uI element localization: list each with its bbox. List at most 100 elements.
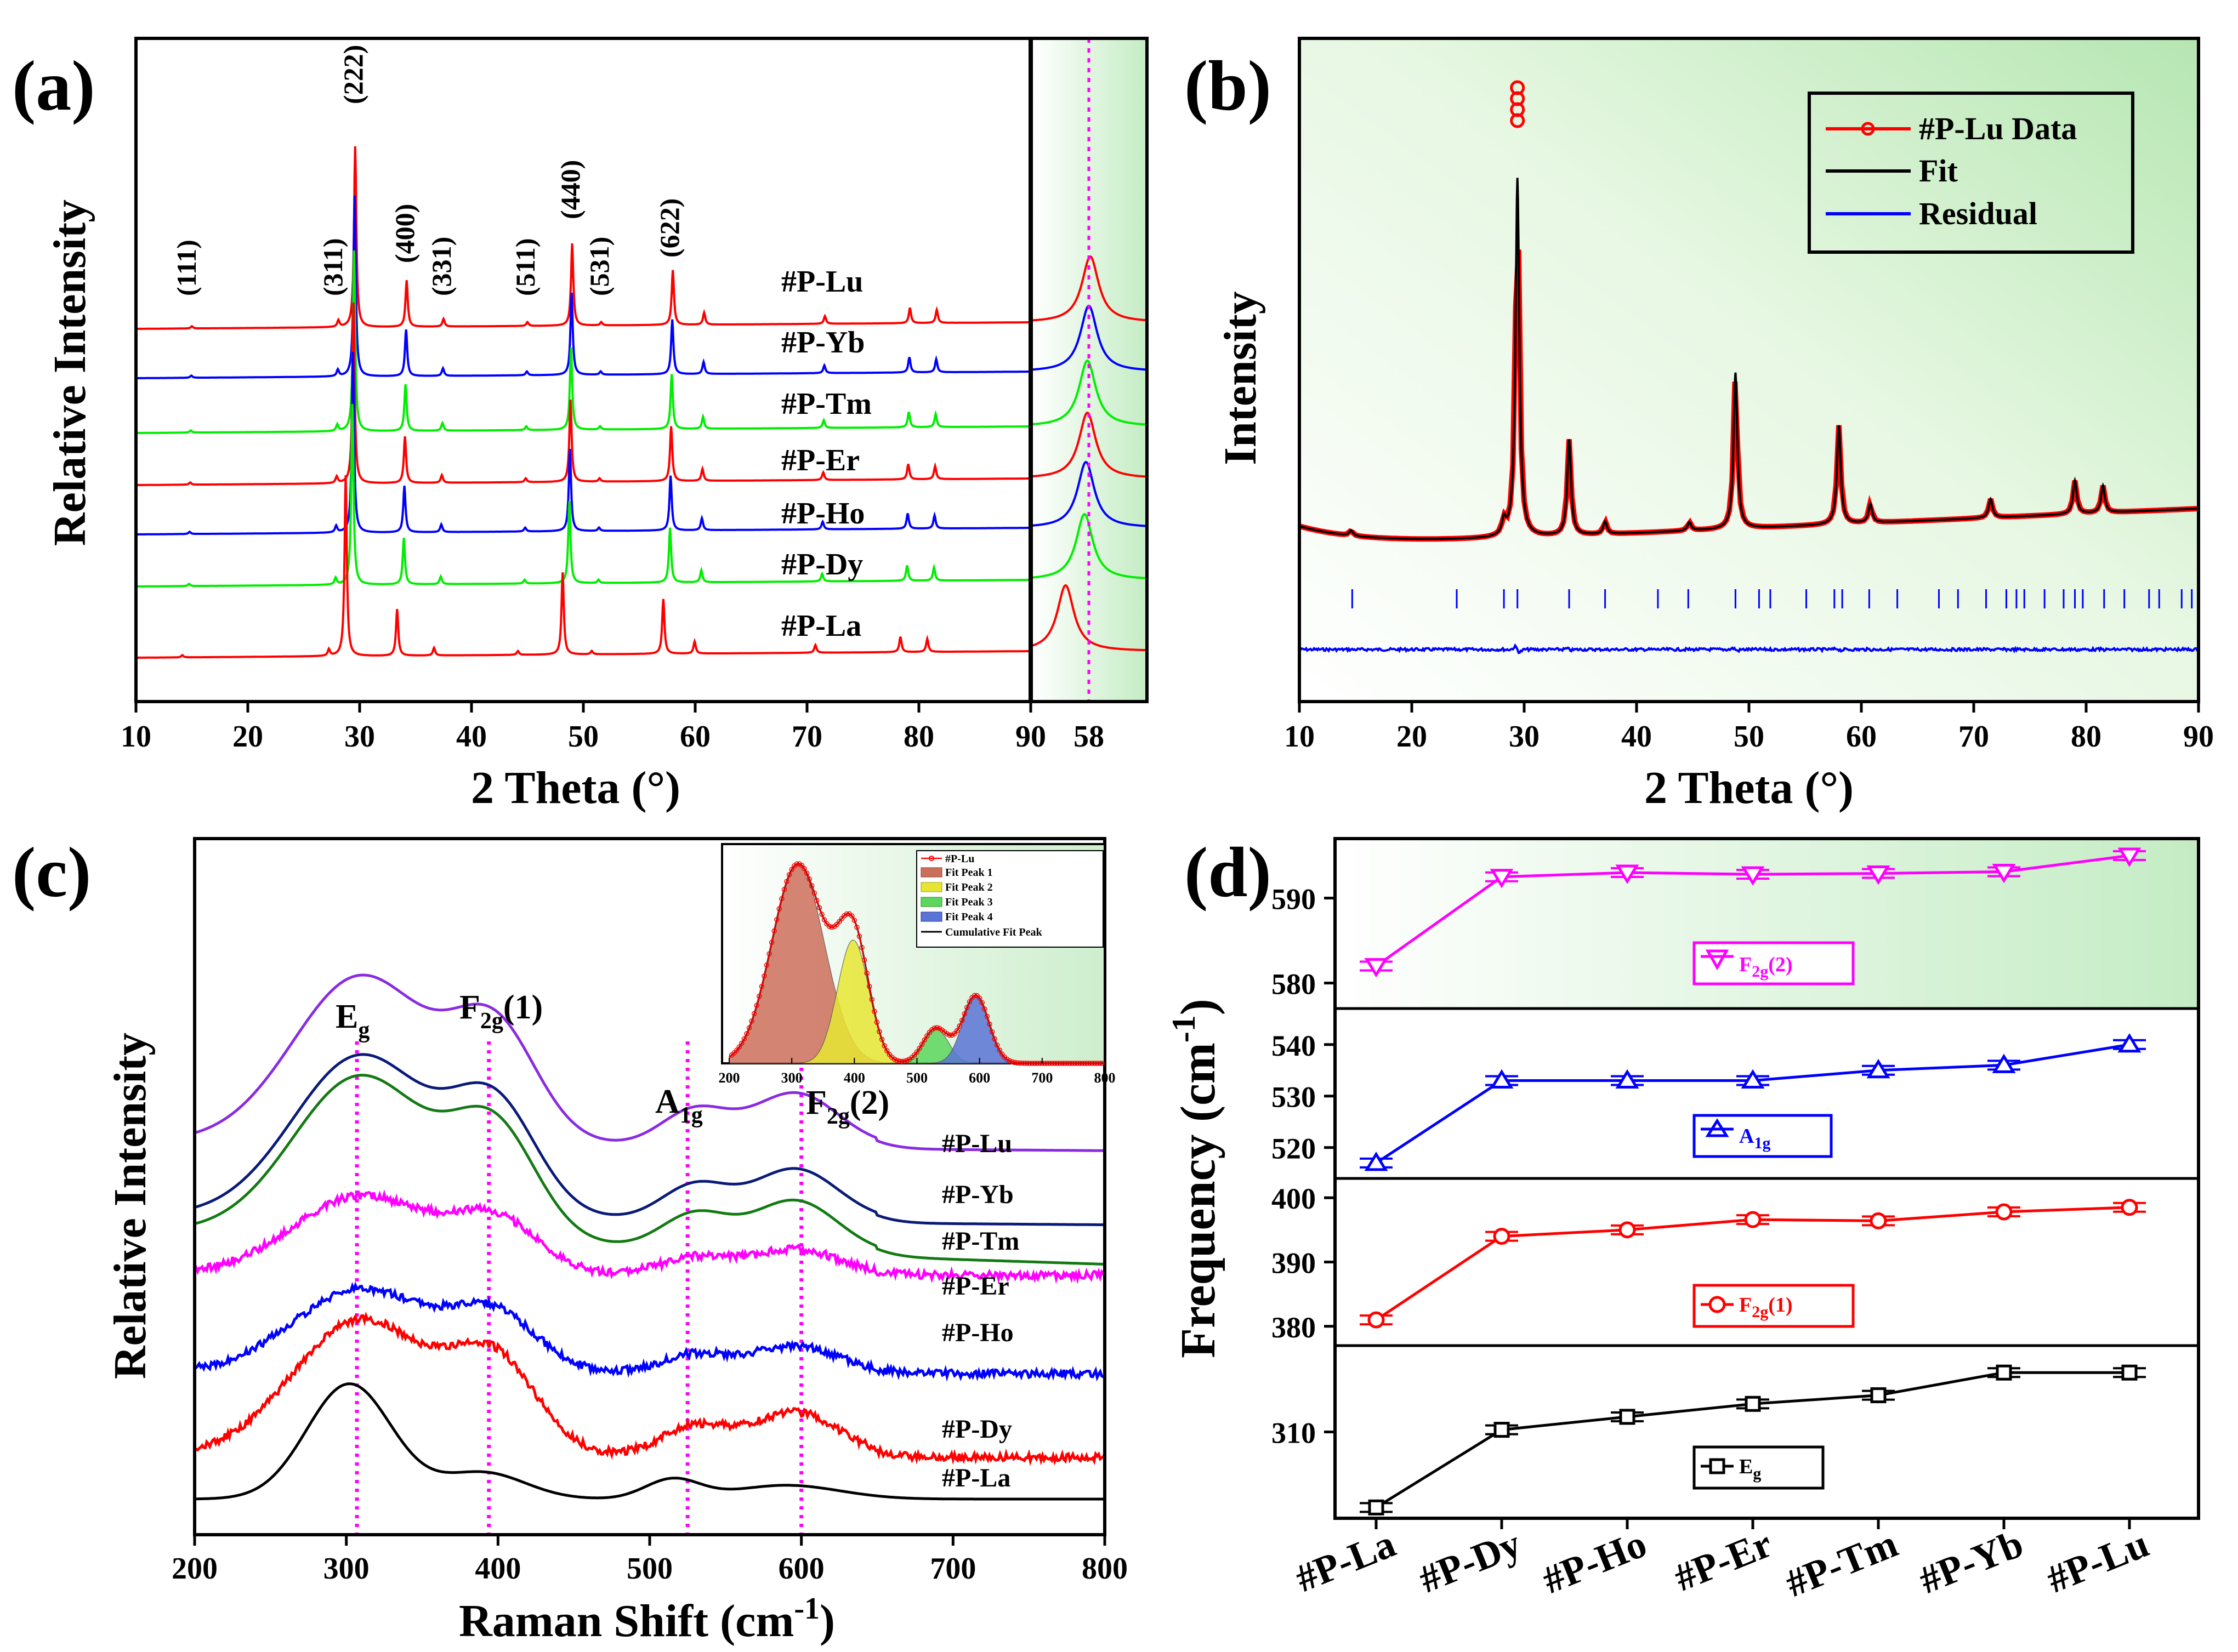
series-label: #P-Yb xyxy=(942,1180,1014,1209)
x-tick-label: 80 xyxy=(904,720,934,754)
data-marker xyxy=(1992,863,2016,884)
panel-a-x-ticks: 10 20 30 40 50 60 70 80 90 58 xyxy=(121,702,1104,754)
panel-d-category-labels: #P-La #P-Dy #P-Ho #P-Er #P-Tm #P-Yb #P-Lu xyxy=(1290,1518,2155,1605)
xrd-curve-p-ho xyxy=(136,351,1031,536)
raman-curve-p-la xyxy=(195,1382,1105,1501)
series-label: #P-Ho xyxy=(781,497,865,531)
xrd-curve-p-tm xyxy=(136,250,1031,434)
data-marker xyxy=(1995,1203,2013,1221)
x-tick-label: 40 xyxy=(456,720,487,754)
data-marker xyxy=(1866,1058,1890,1079)
miller-index: (331) xyxy=(426,237,457,296)
raman-curve-p-yb xyxy=(194,1053,1105,1227)
panel-b-curves xyxy=(1298,80,2199,654)
panel-c-label: (c) xyxy=(12,833,91,912)
panel-b: (b) #P-Lu Data Fit Residual 10 20 30 40 50 60… xyxy=(1184,37,2214,813)
data-marker xyxy=(1870,1212,1887,1229)
series-label: #P-Lu xyxy=(942,1129,1012,1158)
y-tick-label: 380 xyxy=(1271,1311,1316,1344)
panel-b-bragg-ticks xyxy=(1351,589,2193,608)
category-label: #P-Tm xyxy=(1779,1522,1904,1606)
legend-marker-eg-square xyxy=(1709,1458,1725,1474)
xrd-curve-p-dy xyxy=(136,403,1031,588)
inset-x-tick-label: 300 xyxy=(781,1070,803,1086)
rietveld-fit-curve xyxy=(1299,178,2199,540)
panel-b-ylabel: Intensity xyxy=(1215,291,1266,465)
x-tick-label: 90 xyxy=(1015,720,1046,754)
xrd-curve-p-yb xyxy=(136,195,1031,379)
series-label: #P-Tm xyxy=(781,387,872,421)
inset-legend: #P-Lu Fit Peak 1 Fit Peak 2 Fit Peak 3 F… xyxy=(916,850,1104,948)
panel-d: (d) 580 590 520 530 540 380 390 400 310 F2g(2) A… xyxy=(1166,833,2200,1605)
legend-data-marker xyxy=(1861,122,1875,136)
category-label: #P-Dy xyxy=(1413,1522,1527,1602)
xrd-curve-p-lu xyxy=(136,146,1031,330)
panel-c-mode-lines xyxy=(355,1041,804,1535)
panel-a-xlabel: 2 Theta (°) xyxy=(471,762,680,813)
series-label: #P-Er xyxy=(781,443,860,477)
legend-residual-label: Residual xyxy=(1919,196,2037,231)
series-label: #P-Er xyxy=(942,1272,1009,1301)
xrd-curve-p-la xyxy=(136,475,1031,659)
panel-c-inset: 200 300 400 500 600 700 800 #P-Lu Fit Peak 1 F… xyxy=(719,843,1116,1086)
raman-curve-p-tm xyxy=(194,1074,1105,1266)
panel-d-ylabel: Frequency (cm-1) xyxy=(1166,999,1225,1358)
data-marker xyxy=(1741,1069,1765,1089)
inset-legend-peak2: Fit Peak 2 xyxy=(945,881,993,893)
category-label: #P-Lu xyxy=(2041,1522,2155,1602)
inset-legend-peak1-swatch xyxy=(921,867,942,878)
data-marker xyxy=(1490,869,1514,888)
data-marker xyxy=(1992,1053,2016,1073)
y-tick-label: 310 xyxy=(1271,1417,1316,1450)
x-tick-label: 400 xyxy=(475,1552,521,1586)
panel-b-legend: #P-Lu Data Fit Residual xyxy=(1808,92,2134,254)
panel-c-x-ticks: 200 300 400 500 600 700 800 xyxy=(172,1535,1128,1586)
miller-index: (511) xyxy=(510,238,541,296)
data-marker xyxy=(1866,865,1890,885)
x-tick-label: 30 xyxy=(344,720,375,754)
panel-c-series-labels: #P-Lu #P-Yb #P-Tm #P-Er #P-Ho #P-Dy #P-La xyxy=(942,1129,1019,1493)
miller-index: (222) xyxy=(338,45,368,104)
y-tick-label: 390 xyxy=(1271,1247,1316,1280)
inset-legend-peak3-swatch xyxy=(921,897,942,907)
inset-legend-cumulative: Cumulative Fit Peak xyxy=(945,926,1043,938)
data-marker xyxy=(1619,1409,1635,1425)
mode-label-eg: Eg xyxy=(336,998,370,1043)
category-label: #P-Yb xyxy=(1913,1522,2029,1603)
panel-a-curves xyxy=(136,38,1147,702)
x-tick-label: 20 xyxy=(232,720,263,754)
inset-x-tick-label: 500 xyxy=(906,1070,928,1086)
data-marker xyxy=(1744,1211,1762,1228)
panel-b-label: (b) xyxy=(1184,47,1271,126)
raman-curve-p-ho xyxy=(193,1281,1106,1382)
series-label: #P-Tm xyxy=(942,1227,1019,1256)
series-label: #P-Dy xyxy=(942,1415,1012,1444)
inset-x-tick-label: 700 xyxy=(1031,1070,1053,1086)
y-tick-label: 580 xyxy=(1271,968,1316,1001)
inset-legend-peak1: Fit Peak 1 xyxy=(945,867,993,879)
miller-index: (311) xyxy=(317,238,348,296)
panel-a-plot-frame xyxy=(134,37,1149,703)
panel-a-miller-indices: (111) (311) (222) (400)(331) (511) (440) (531)… xyxy=(171,45,685,296)
x-tick-label: 90 xyxy=(2183,720,2214,754)
panel-a-ylabel: Relative Intensity xyxy=(44,200,95,546)
y-tick-label: 400 xyxy=(1271,1182,1316,1215)
data-marker xyxy=(2117,847,2142,867)
panel-a-label: (a) xyxy=(12,47,95,126)
miller-index: (531) xyxy=(584,237,615,296)
panel-b-xlabel: 2 Theta (°) xyxy=(1644,762,1854,813)
legend-data-label: #P-Lu Data xyxy=(1919,111,2077,146)
panel-c-xlabel: Raman Shift (cm-1) xyxy=(459,1592,835,1647)
data-marker xyxy=(1490,1069,1514,1089)
inset-legend-peak4-swatch xyxy=(921,912,942,922)
x-tick-label: 500 xyxy=(627,1552,673,1586)
series-label: #P-Lu xyxy=(781,265,863,299)
x-tick-label: 50 xyxy=(568,720,599,754)
data-marker xyxy=(1741,866,1765,886)
xrd-inset-curve-p-tm xyxy=(1030,360,1146,426)
legend-marker-a1g xyxy=(1701,1118,1734,1137)
series-label: #P-La xyxy=(781,609,861,643)
y-tick-label: 590 xyxy=(1271,883,1316,916)
x-tick-label: 700 xyxy=(930,1552,976,1586)
